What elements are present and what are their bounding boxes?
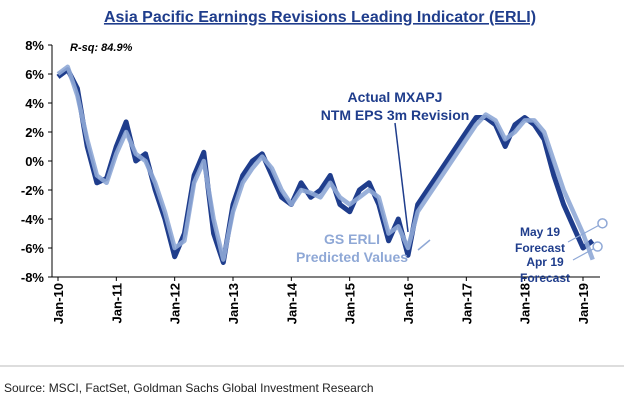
x-tick-label: Jan-18	[518, 283, 533, 324]
series-line	[56, 64, 595, 262]
x-tick-label: Jan-13	[226, 283, 241, 324]
series-annotation: Actual MXAPJ	[348, 89, 443, 105]
annotation-leader	[417, 239, 431, 251]
chart-title: Asia Pacific Earnings Revisions Leading …	[104, 9, 536, 26]
forecast-point	[597, 218, 608, 229]
forecast-label: May 19	[520, 225, 560, 239]
forecast-label: Apr 19	[526, 255, 564, 269]
x-tick-label: Jan-10	[51, 283, 66, 324]
series-annotation: NTM EPS 3m Revision	[321, 107, 470, 123]
y-tick-label: 8%	[25, 38, 44, 53]
y-tick-label: -6%	[21, 241, 45, 256]
forecast-point	[592, 241, 603, 252]
forecast-label: Forecast	[515, 241, 565, 255]
series-annotation: GS ERLI	[324, 231, 380, 247]
y-tick-label: 2%	[25, 125, 44, 140]
r-squared: R-sq: 84.9%	[70, 42, 133, 54]
source: Source: MSCI, FactSet, Goldman Sachs Glo…	[4, 381, 374, 395]
annotation-leader	[394, 122, 409, 233]
x-tick-label: Jan-15	[343, 283, 358, 324]
y-tick-label: -8%	[21, 270, 45, 285]
x-tick-label: Jan-19	[576, 283, 591, 324]
x-tick-label: Jan-17	[459, 283, 474, 324]
y-tick-label: 4%	[25, 96, 44, 111]
x-tick-label: Jan-14	[284, 282, 299, 324]
x-tick-label: Jan-16	[401, 283, 416, 324]
y-tick-label: -4%	[21, 212, 45, 227]
y-tick-label: 6%	[25, 67, 44, 82]
forecast-leader	[567, 222, 603, 243]
y-tick-label: 0%	[25, 154, 44, 169]
x-tick-label: Jan-12	[168, 283, 183, 324]
series-annotation: Predicted Values	[296, 249, 408, 265]
x-tick-label: Jan-11	[109, 283, 124, 323]
y-tick-label: -2%	[21, 183, 45, 198]
forecast-label: Forecast	[520, 271, 570, 285]
